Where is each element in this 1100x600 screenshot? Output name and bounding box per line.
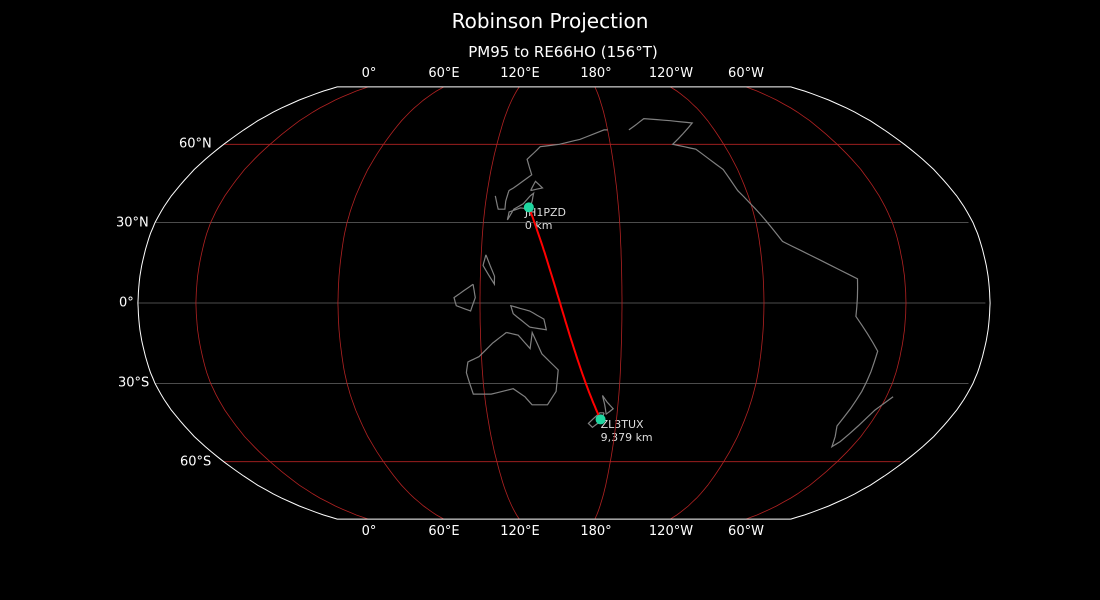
station-label-destination: ZL3TUX 9,379 km	[601, 418, 653, 444]
station-call: ZL3TUX	[600, 418, 644, 432]
coastline	[453, 283, 476, 312]
station-marker	[523, 202, 534, 213]
lon-label-bottom: 60°W	[728, 524, 764, 539]
coastline	[628, 117, 894, 449]
lat-label: 30°N	[116, 215, 149, 231]
meridian-line	[479, 86, 520, 520]
coastline	[509, 304, 548, 331]
map-title: Robinson Projection	[451, 9, 649, 33]
lat-label: 0°	[119, 295, 134, 311]
meridian-line	[594, 86, 623, 520]
lon-label-bottom: 180°	[580, 524, 612, 539]
lon-label-bottom: 60°E	[428, 524, 460, 539]
lon-label-top: 60°E	[428, 66, 460, 81]
lon-label-top: 0°	[361, 66, 377, 81]
coastline	[601, 395, 615, 416]
lon-label-top: 180°	[580, 66, 612, 81]
lat-label: 60°S	[180, 454, 212, 470]
lon-label-bottom: 120°W	[648, 524, 694, 539]
lat-label: 60°N	[179, 136, 212, 152]
coastline	[530, 180, 544, 192]
lon-label-top: 120°E	[500, 66, 540, 81]
lon-label-bottom: 0°	[361, 524, 377, 539]
lon-label-bottom: 120°E	[500, 524, 540, 539]
station-marker	[595, 414, 606, 425]
coastline	[465, 330, 559, 406]
meridian-line	[337, 86, 444, 520]
lon-label-top: 60°W	[728, 66, 764, 81]
meridian-line	[195, 86, 369, 520]
great-circle-path	[527, 206, 602, 420]
coastline	[494, 129, 608, 210]
lat-label: 30°S	[118, 375, 150, 391]
map-outline	[137, 86, 991, 520]
lon-label-top: 120°W	[648, 66, 694, 81]
station-call: JH1PZD	[524, 206, 566, 220]
map-subtitle: PM95 to RE66HO (156°T)	[468, 43, 658, 61]
meridian-line	[745, 86, 907, 520]
coastline	[506, 191, 535, 221]
coastline	[482, 254, 496, 287]
meridian-line	[670, 86, 765, 520]
